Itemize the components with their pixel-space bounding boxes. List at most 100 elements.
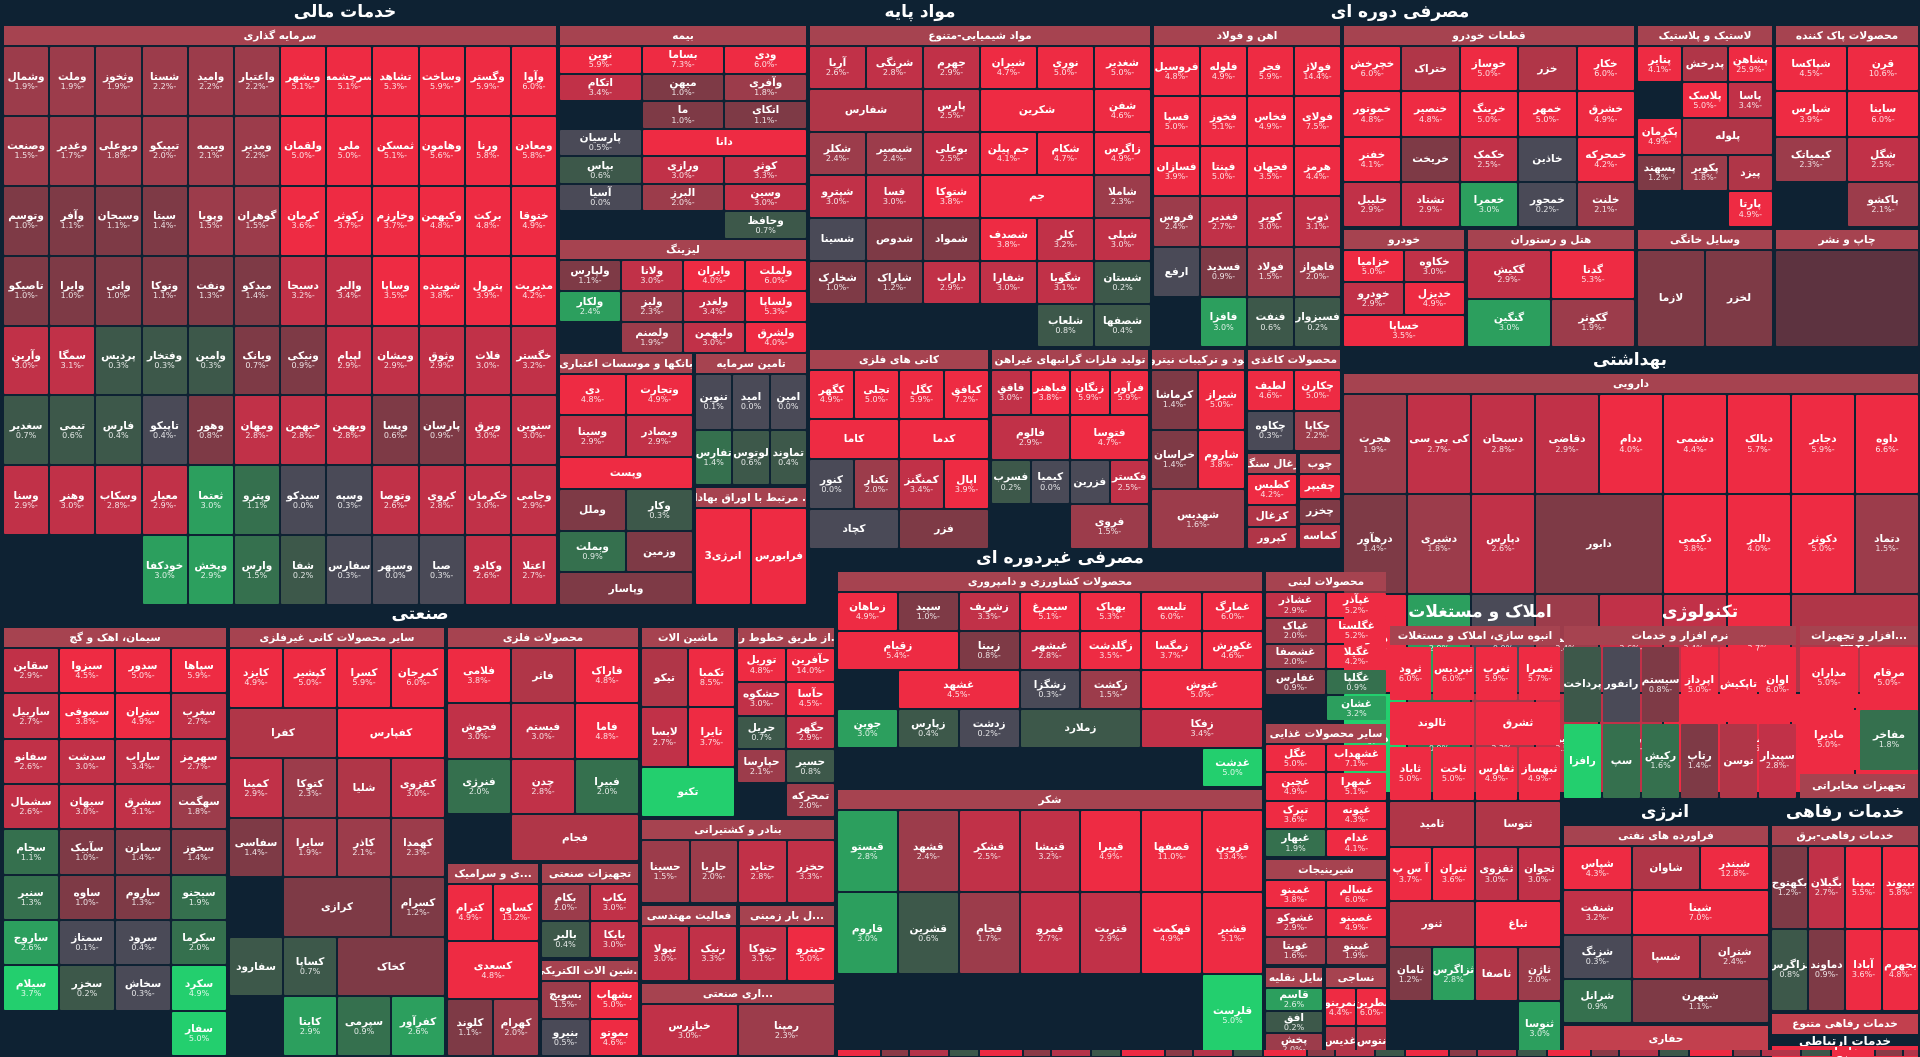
ticker-cell[interactable]: پارسان -0.9%	[419, 396, 464, 465]
ticker-cell[interactable]: فبیرا 2.0%	[576, 759, 638, 814]
ticker-cell[interactable]: البرز -2.0%	[642, 184, 724, 211]
ticker-cell[interactable]: خاذین	[1519, 137, 1576, 181]
ticker-cell[interactable]: وآفر -1.1%	[50, 186, 95, 255]
ticker-cell[interactable]: خمهر -5.0%	[1519, 92, 1576, 136]
ticker-cell[interactable]: دماوند -0.9%	[1809, 929, 1844, 1010]
ticker-cell[interactable]: فروسیل -4.8%	[1154, 47, 1199, 96]
ticker-cell[interactable]: شاراک -1.2%	[867, 262, 922, 303]
ticker-cell[interactable]: ثاخت -5.0%	[1433, 747, 1474, 800]
ticker-cell[interactable]: اپال -3.9%	[945, 460, 988, 508]
ticker-cell[interactable]: کدما	[900, 420, 988, 459]
ticker-cell[interactable]: کطبس -4.2%	[1248, 475, 1296, 504]
ticker-cell[interactable]: ونفت -1.3%	[188, 256, 233, 325]
ticker-cell[interactable]: سبزوا -4.5%	[60, 649, 114, 693]
ticker-cell[interactable]: خلیبل -2.9%	[1344, 182, 1401, 226]
ticker-cell[interactable]: سخوز -1.4%	[172, 830, 226, 874]
ticker-cell[interactable]: ودی -6.0%	[725, 47, 806, 73]
subsector-header[interactable]: فراورده های نفتی	[1564, 826, 1768, 845]
ticker-cell[interactable]: وسبحان -1.1%	[96, 186, 141, 255]
ticker-cell[interactable]: فغدیر -2.7%	[1201, 197, 1246, 246]
ticker-cell[interactable]: سمازن -1.4%	[116, 830, 170, 874]
ticker-cell[interactable]: گنگین 3.0%	[1468, 299, 1550, 346]
ticker-cell[interactable]: فسپا -5.0%	[1154, 97, 1199, 146]
ticker-cell[interactable]: شگل -2.5%	[1848, 137, 1918, 181]
ticker-cell[interactable]: حریل 0.7%	[738, 716, 785, 749]
ticker-cell[interactable]: ثپردیس -6.0%	[1433, 647, 1474, 700]
ticker-cell[interactable]: تاپیکو -0.4%	[142, 396, 187, 465]
ticker-cell[interactable]: ما -1.0%	[642, 102, 724, 128]
subsector-header[interactable]: تولید فلزات گرانبهای غیراهن	[992, 350, 1148, 369]
ticker-cell[interactable]: بالبر 0.4%	[542, 922, 589, 957]
ticker-cell[interactable]: تکمبا -8.5%	[689, 649, 734, 707]
ticker-cell[interactable]: خکار -6.0%	[1577, 47, 1634, 91]
ticker-cell[interactable]: جم	[981, 176, 1093, 217]
ticker-cell[interactable]: شیراز -5.0%	[1199, 371, 1244, 429]
ticker-cell[interactable]: ساربیل -2.7%	[4, 694, 58, 738]
ticker-cell[interactable]: خموتور -4.8%	[1344, 92, 1401, 136]
ticker-cell[interactable]: فپنتا -5.0%	[1201, 147, 1246, 196]
ticker-cell[interactable]: مادیرا -5.0%	[1800, 709, 1858, 770]
ticker-cell[interactable]: بموتو -4.6%	[591, 1019, 638, 1055]
ticker-cell[interactable]: غپآذر -5.2%	[1327, 593, 1386, 617]
ticker-cell[interactable]: غشصفا -2.0%	[1266, 644, 1325, 669]
ticker-cell[interactable]: سبهان -3.0%	[60, 784, 114, 829]
ticker-cell[interactable]: برکت -4.8%	[465, 186, 510, 255]
subsector-header[interactable]: اهن و فولاد	[1154, 26, 1340, 45]
ticker-cell[interactable]: خکاوه -3.0%	[1405, 251, 1464, 282]
ticker-cell[interactable]: شفارس	[810, 90, 922, 131]
ticker-cell[interactable]: والبر -3.4%	[327, 256, 372, 325]
ticker-cell[interactable]: توریل -4.8%	[738, 649, 785, 681]
ticker-cell[interactable]: قصفها -11.0%	[1142, 811, 1202, 891]
ticker-cell[interactable]: دالبر -4.0%	[1728, 494, 1790, 593]
ticker-cell[interactable]: خدیزل -4.9%	[1405, 283, 1464, 314]
ticker-cell[interactable]: وحافظ 0.7%	[725, 212, 806, 238]
ticker-cell[interactable]: سرود -0.4%	[116, 920, 170, 965]
ticker-cell[interactable]: بگیلان -2.7%	[1809, 847, 1844, 928]
ticker-cell[interactable]: شرنگی -2.8%	[867, 47, 922, 88]
ticker-cell[interactable]: وسکاب -2.8%	[96, 466, 141, 535]
ticker-cell[interactable]: وتوصا -2.6%	[373, 466, 418, 535]
ticker-cell[interactable]: فارس 0.4%	[96, 396, 141, 465]
ticker-cell[interactable]: ثقزوی -3.0%	[1476, 847, 1517, 901]
ticker-cell[interactable]: کساپا 0.7%	[284, 937, 336, 996]
ticker-cell[interactable]: چدن -2.8%	[512, 759, 574, 814]
ticker-cell[interactable]: خمحور -0.2%	[1519, 182, 1576, 226]
ticker-cell[interactable]: کفرا	[230, 708, 336, 758]
ticker-cell[interactable]: اعتلا -2.7%	[511, 536, 556, 604]
ticker-cell[interactable]: کزغال	[1248, 505, 1296, 526]
ticker-cell[interactable]: بساما -7.3%	[642, 47, 724, 73]
ticker-cell[interactable]: ساروم -1.3%	[116, 875, 170, 919]
ticker-cell[interactable]: پلاسک -5.0%	[1683, 83, 1727, 118]
ticker-cell[interactable]: ثزاگرس 2.8%	[1433, 947, 1474, 1001]
ticker-cell[interactable]: شفارا -3.0%	[981, 262, 1036, 303]
ticker-cell[interactable]: وتجارت -4.9%	[627, 375, 692, 415]
ticker-cell[interactable]: سکرما 2.0%	[172, 920, 226, 965]
ticker-cell[interactable]: جم پیلن -4.1%	[981, 133, 1036, 174]
ticker-cell[interactable]: تاصیکو -1.0%	[4, 256, 49, 325]
ticker-cell[interactable]: فسرب 0.2%	[992, 460, 1030, 504]
subsector-header[interactable]: نرم افزار و خدمات	[1564, 626, 1796, 645]
ticker-cell[interactable]: فسازان -3.9%	[1154, 147, 1199, 196]
ticker-cell[interactable]: کی بی سی -2.7%	[1408, 395, 1470, 493]
ticker-cell[interactable]: کایتا 2.9%	[284, 997, 336, 1055]
ticker-cell[interactable]: وساپا -3.5%	[373, 256, 418, 325]
ticker-cell[interactable]: بکهتوج -1.2%	[1772, 847, 1807, 928]
ticker-cell[interactable]: پارس -2.5%	[924, 90, 979, 131]
ticker-cell[interactable]: نمرینو -4.4%	[1326, 989, 1355, 1026]
ticker-cell[interactable]: شپاکسا -4.5%	[1776, 47, 1846, 91]
ticker-cell[interactable]: حتاید -2.8%	[739, 841, 786, 902]
ticker-cell[interactable]: ختراک	[1402, 47, 1459, 91]
ticker-cell[interactable]: خساپا -3.5%	[1344, 315, 1464, 346]
ticker-cell[interactable]: سرچشمه -5.1%	[327, 47, 372, 115]
subsector-header[interactable]: خودرو	[1344, 230, 1464, 249]
ticker-cell[interactable]: شپاس -4.3%	[1564, 847, 1631, 890]
ticker-cell[interactable]: شوینده -3.8%	[419, 256, 464, 325]
subsector-header[interactable]: سایر محصولات غذایی	[1266, 724, 1386, 743]
ticker-cell[interactable]: تلیسه -6.0%	[1142, 593, 1202, 630]
ticker-cell[interactable]: غسالم -6.0%	[1327, 881, 1386, 908]
ticker-cell[interactable]: وآرین -3.0%	[4, 326, 49, 395]
ticker-cell[interactable]: سکرد 4.9%	[172, 966, 226, 1010]
ticker-cell[interactable]: سپید -1.0%	[898, 593, 958, 630]
ticker-cell[interactable]: سشرق -3.1%	[116, 784, 170, 829]
ticker-cell[interactable]: نوری -5.0%	[1038, 47, 1093, 88]
